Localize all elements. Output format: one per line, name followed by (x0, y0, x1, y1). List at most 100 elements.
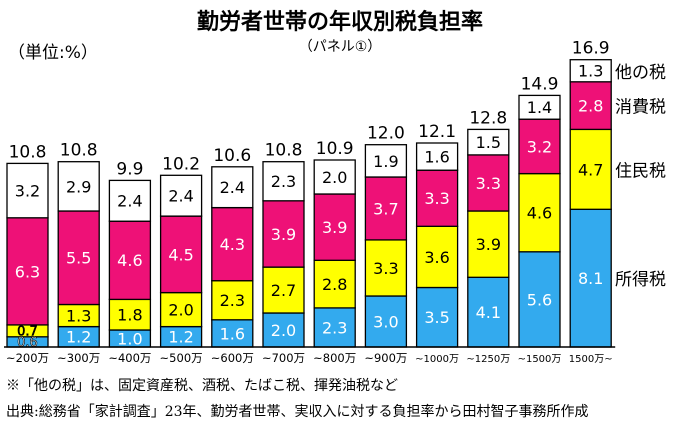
data-label: 1.8 (117, 306, 142, 325)
data-label: 1.4 (527, 98, 552, 117)
data-label: 3.9 (322, 218, 347, 237)
bar-segment (108, 220, 152, 301)
data-label: 2.0 (168, 301, 193, 320)
bar-segment (569, 59, 612, 83)
stacked-bar-chart: 0.60.76.33.210.8~200万1.21.35.52.910.8~30… (4, 39, 666, 365)
data-label: 3.6 (424, 248, 449, 267)
data-label: 2.8 (322, 275, 347, 294)
category-label: ~1000万 (415, 354, 459, 365)
bar-segment (159, 291, 203, 328)
data-label: 4.5 (168, 245, 193, 264)
bar-segment (211, 206, 254, 282)
legend-label: 所得税 (615, 270, 666, 290)
total-label: 10.8 (265, 141, 303, 161)
data-label: 2.4 (117, 192, 142, 211)
bar-segment (518, 251, 561, 348)
bar-segment (313, 307, 356, 348)
data-label: 2.4 (220, 178, 245, 197)
total-label: 10.9 (316, 139, 354, 159)
category-label: ~400万 (108, 351, 151, 365)
data-label: 4.7 (578, 160, 603, 179)
data-label: 4.6 (527, 204, 552, 223)
data-label: 3.2 (527, 137, 552, 156)
data-label: 1.5 (476, 133, 501, 152)
total-label: 9.9 (116, 159, 143, 179)
bar-segment (211, 280, 254, 321)
bar-segment (569, 128, 612, 210)
chart-title: 勤労者世帯の年収別税負担率 (196, 10, 483, 35)
data-label: 1.3 (578, 62, 603, 81)
bar-segment (415, 142, 459, 171)
bar-segment (569, 81, 612, 131)
data-label: 3.7 (373, 199, 398, 218)
bar-segment (159, 215, 203, 294)
data-label: 1.3 (66, 306, 91, 325)
bar-segment (6, 162, 49, 219)
total-label: 12.1 (418, 122, 456, 142)
category-label: ~800万 (313, 351, 356, 365)
unit-label: （単位:%） (8, 43, 98, 63)
data-label: 2.9 (66, 177, 91, 196)
data-label: 6.3 (15, 262, 40, 281)
bar-segment (108, 298, 152, 331)
total-label: 10.6 (213, 146, 251, 166)
data-label: 1.9 (373, 152, 398, 171)
legend-label: 消費税 (615, 98, 666, 118)
total-label: 12.0 (367, 124, 405, 144)
bar-segment (313, 159, 356, 195)
data-label: 3.9 (476, 235, 501, 254)
bar-segment (467, 276, 510, 348)
bar-segment (467, 154, 510, 212)
data-label: 2.0 (322, 168, 347, 187)
data-label: 3.2 (15, 182, 40, 201)
data-label: 0.7 (17, 325, 38, 340)
total-label: 10.2 (162, 154, 200, 174)
category-label: ~700万 (262, 351, 305, 365)
data-label: 3.3 (476, 174, 501, 193)
data-label: 4.6 (117, 251, 142, 270)
bar-segment (159, 174, 203, 217)
source-note: 出典:総務省「家計調査」23年、勤労者世帯、実収入に対する負担率から田村智子事務… (6, 404, 589, 420)
bar-segment (57, 210, 100, 306)
total-label: 14.9 (521, 74, 559, 94)
data-label: 5.6 (527, 290, 552, 309)
bar-segment (211, 166, 254, 209)
data-label: 1.2 (168, 328, 193, 347)
bar-segment (415, 169, 459, 227)
legend-label: 住民税 (615, 161, 666, 181)
bar-segment (313, 193, 356, 261)
bar-segment (364, 239, 408, 297)
data-label: 1.0 (117, 329, 142, 348)
bar-segment (518, 172, 561, 253)
footnote: ※「他の税」は、固定資産税、酒税、たばこ税、揮発油税など (6, 378, 398, 394)
bar-segment (364, 176, 408, 241)
data-label: 2.3 (271, 172, 296, 191)
chart-subtitle: （パネル①） (298, 39, 382, 55)
bar-segment (518, 118, 561, 175)
data-label: 1.2 (66, 328, 91, 347)
category-label: ~200万 (6, 351, 49, 365)
legend-label: 他の税 (615, 63, 666, 83)
bar-segment (467, 128, 510, 156)
bar-segment (415, 225, 459, 289)
category-label: ~600万 (211, 351, 254, 365)
category-label: ~900万 (364, 351, 407, 365)
total-label: 10.8 (60, 141, 98, 161)
data-label: 2.3 (322, 318, 347, 337)
bar-segment (262, 266, 305, 314)
bar-segment (262, 161, 305, 202)
bar-segment (569, 208, 612, 348)
bar-segment (364, 295, 408, 348)
data-label: 2.3 (220, 291, 245, 310)
bar-segment (518, 94, 561, 120)
data-label: 4.3 (220, 235, 245, 254)
data-label: 3.3 (424, 189, 449, 208)
category-label: 1500万~ (569, 354, 613, 365)
data-label: 8.1 (578, 269, 603, 288)
bar-segment (57, 161, 100, 212)
data-label: 1.6 (424, 148, 449, 167)
data-label: 2.8 (578, 97, 603, 116)
data-label: 1.6 (220, 324, 245, 343)
data-label: 2.7 (271, 281, 296, 300)
category-label: ~1250万 (466, 354, 510, 365)
